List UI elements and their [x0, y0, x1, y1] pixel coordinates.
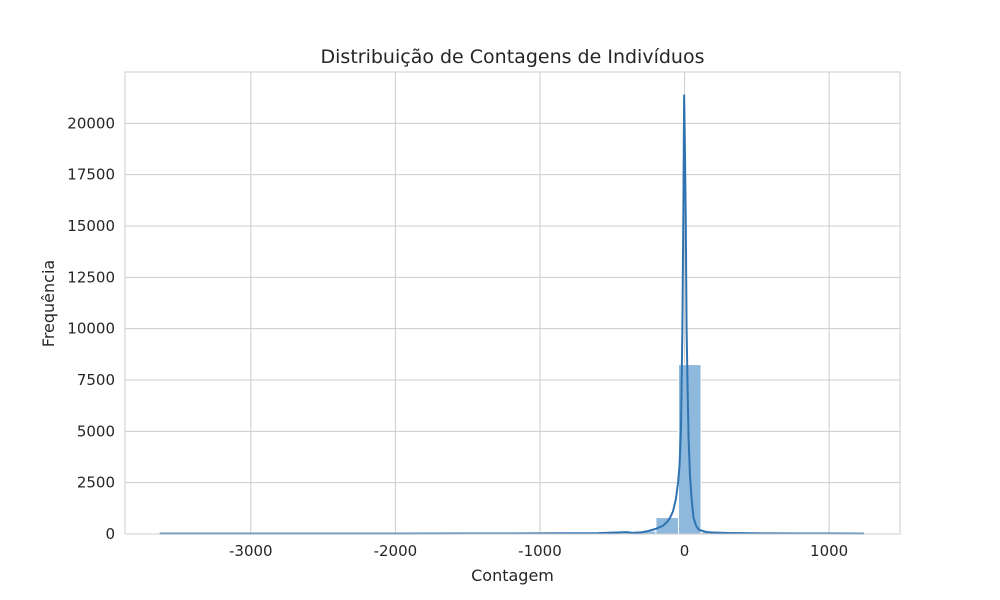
- plot-frame: [124, 71, 901, 535]
- y-tick-label: 10000: [67, 320, 115, 338]
- y-tick-label: 15000: [67, 217, 115, 235]
- y-axis-label: Frequência: [39, 260, 58, 347]
- y-tick-label: 0: [105, 525, 115, 543]
- x-axis-label: Contagem: [471, 566, 554, 585]
- y-tick-label: 17500: [67, 166, 115, 184]
- grid-lines: [125, 72, 900, 535]
- x-tick-label: -2000: [374, 542, 418, 560]
- x-axis-ticks: -3000 -2000 -1000 0 1000: [229, 542, 848, 560]
- y-tick-label: 5000: [77, 422, 115, 440]
- y-tick-label: 20000: [67, 114, 115, 132]
- x-tick-label: 1000: [810, 542, 848, 560]
- x-tick-label: -1000: [518, 542, 562, 560]
- y-tick-label: 2500: [77, 474, 115, 492]
- x-tick-label: -3000: [229, 542, 273, 560]
- y-tick-label: 7500: [77, 371, 115, 389]
- chart-title: Distribuição de Contagens de Indivíduos: [321, 46, 705, 68]
- x-tick-label: 0: [680, 542, 690, 560]
- kde-density-line: [159, 94, 864, 535]
- y-tick-label: 12500: [67, 268, 115, 286]
- y-axis-ticks: 0 2500 5000 7500 10000 12500 15000 17500 20000: [67, 114, 115, 543]
- histogram-bars: [159, 364, 860, 535]
